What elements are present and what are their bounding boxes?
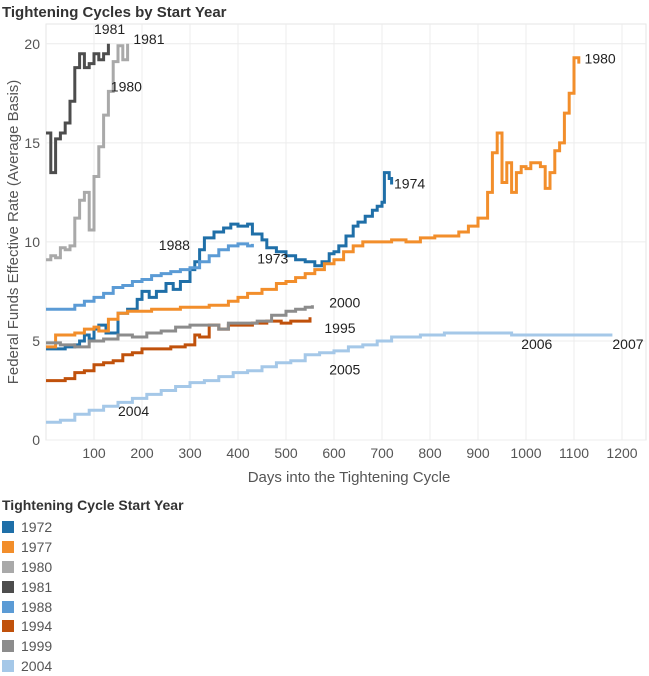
series-line-1999: [46, 305, 314, 349]
series-line-1977: [46, 56, 581, 349]
legend-item-1972[interactable]: 1972: [2, 517, 184, 537]
y-tick-label: 15: [24, 135, 40, 151]
legend-items: 1972 1977 1980 1981 1988 1994 1999 2004: [2, 517, 184, 676]
legend: Tightening Cycle Start Year 1972 1977 1980…: [2, 497, 184, 676]
legend-title: Tightening Cycle Start Year: [2, 497, 184, 513]
series-line-1972: [46, 171, 394, 351]
legend-item-2004[interactable]: 2004: [2, 656, 184, 676]
legend-label: 1981: [21, 578, 53, 595]
annotation-label: 2007: [612, 336, 643, 352]
annotation-label: 1988: [159, 237, 190, 253]
legend-label: 1988: [21, 598, 53, 615]
axes-layer: 0 5 10 15 20 100 200 300 400 500 600 700 800 900 1000 1…: [24, 36, 637, 461]
annotation-label: 1980: [111, 78, 142, 94]
annotation-label: 1981: [133, 31, 164, 47]
legend-swatch: [2, 540, 14, 553]
x-tick-label: 800: [418, 445, 442, 461]
x-tick-label: 900: [466, 445, 490, 461]
annotation-label: 1974: [394, 175, 425, 191]
x-tick-label: 1000: [510, 445, 541, 461]
legend-label: 1980: [21, 558, 53, 575]
legend-label: 2004: [21, 658, 53, 675]
x-tick-label: 600: [322, 445, 346, 461]
y-tick-label: 5: [32, 333, 40, 349]
annotation-label: 1981: [94, 21, 125, 37]
annotation-label: 2005: [329, 362, 360, 378]
series-line-1980: [46, 43, 130, 262]
legend-swatch: [2, 600, 14, 613]
y-tick-label: 10: [24, 234, 40, 250]
series-line-1981: [46, 43, 110, 175]
legend-label: 1999: [21, 638, 53, 655]
annotation-label: 1973: [257, 251, 288, 267]
annotation-layer: 1981 1981 1980 1980 1974 1988 1973 2000 1995 2005…: [94, 21, 644, 419]
x-tick-label: 300: [178, 445, 202, 461]
legend-item-1994[interactable]: 1994: [2, 616, 184, 636]
annotation-label: 1995: [324, 320, 355, 336]
x-tick-label: 1200: [606, 445, 637, 461]
y-axis-title: Federal Funds Effective Rate (Average Ba…: [5, 80, 22, 385]
x-tick-label: 400: [226, 445, 250, 461]
legend-swatch: [2, 520, 14, 533]
y-tick-label: 0: [32, 432, 40, 448]
x-tick-label: 100: [82, 445, 106, 461]
annotation-label: 1980: [585, 51, 616, 67]
legend-item-1988[interactable]: 1988: [2, 597, 184, 617]
legend-item-1981[interactable]: 1981: [2, 577, 184, 597]
legend-label: 1972: [21, 518, 53, 535]
legend-label: 1994: [21, 618, 53, 635]
legend-item-1977[interactable]: 1977: [2, 537, 184, 557]
legend-item-1980[interactable]: 1980: [2, 557, 184, 577]
series-line-1988: [46, 242, 254, 311]
x-axis-title: Days into the Tightening Cycle: [248, 469, 451, 486]
annotation-label: 2006: [521, 336, 552, 352]
legend-swatch: [2, 560, 14, 573]
annotation-label: 2004: [118, 403, 149, 419]
legend-swatch: [2, 620, 14, 633]
legend-label: 1977: [21, 538, 53, 555]
legend-item-1999[interactable]: 1999: [2, 636, 184, 656]
x-tick-label: 1100: [559, 445, 589, 461]
line-chart: 0 5 10 15 20 100 200 300 400 500 600 700 800 900 1000 1…: [5, 21, 647, 486]
legend-swatch: [2, 640, 14, 653]
annotation-label: 2000: [329, 294, 360, 310]
chart-title: Tightening Cycles by Start Year: [2, 4, 227, 21]
x-tick-label: 700: [370, 445, 394, 461]
legend-swatch: [2, 580, 14, 593]
series-layer: [46, 43, 613, 424]
legend-swatch: [2, 660, 14, 673]
x-tick-label: 500: [274, 445, 298, 461]
y-tick-label: 20: [24, 36, 40, 52]
x-tick-label: 200: [130, 445, 154, 461]
series-line-2004: [46, 331, 613, 424]
